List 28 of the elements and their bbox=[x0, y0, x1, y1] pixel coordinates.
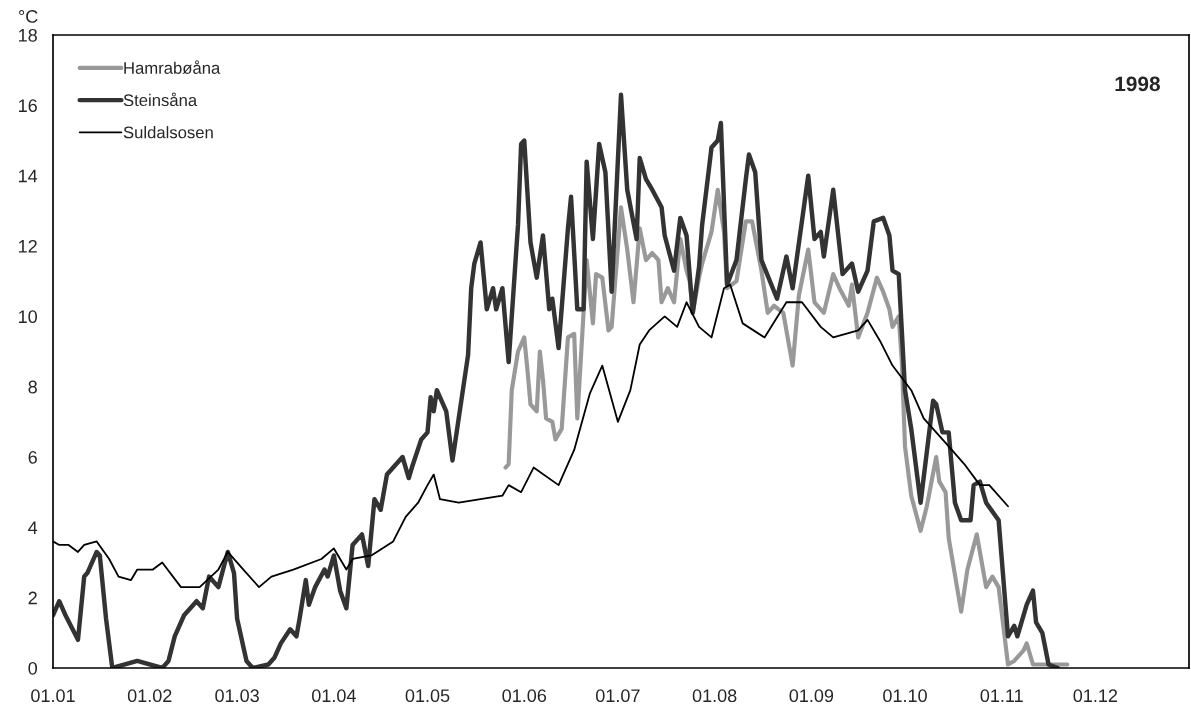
x-tick-label: 01.05 bbox=[405, 689, 450, 703]
x-tick-label: 01.06 bbox=[502, 689, 547, 703]
y-tick-label: 4 bbox=[28, 521, 38, 534]
y-tick-label: 0 bbox=[28, 661, 38, 675]
x-tick-label: 01.07 bbox=[596, 689, 640, 703]
y-tick-label: 10 bbox=[19, 310, 38, 324]
x-tick-label: 01.10 bbox=[883, 689, 927, 703]
annotation: 1998 bbox=[1115, 76, 1160, 92]
x-tick-label: 01.01 bbox=[31, 689, 75, 703]
x-tick-label: 01.08 bbox=[692, 689, 737, 703]
legend-label: Suldalsosen bbox=[123, 126, 213, 139]
x-tick-label: 01.12 bbox=[1073, 689, 1118, 703]
legend-label: Hamrabøåna bbox=[124, 60, 221, 75]
y-tick-label: 8 bbox=[28, 380, 37, 394]
y-tick-label: 2 bbox=[28, 591, 37, 605]
y-axis-title: °C bbox=[19, 10, 38, 23]
x-tick-label: 01.02 bbox=[127, 689, 172, 703]
y-tick-label: 16 bbox=[19, 99, 37, 113]
y-tick-label: 14 bbox=[19, 169, 38, 183]
line-series bbox=[503, 187, 1070, 667]
x-tick-label: 01.11 bbox=[980, 689, 1023, 703]
y-tick-label: 12 bbox=[19, 239, 37, 253]
legend-label: Steinsåna bbox=[123, 92, 198, 107]
x-tick-label: 01.09 bbox=[789, 689, 834, 703]
y-tick-label: 18 bbox=[19, 28, 37, 42]
x-tick-label: 01.04 bbox=[312, 689, 356, 703]
y-tick-label: 6 bbox=[28, 450, 37, 464]
x-tick-label: 01.03 bbox=[215, 689, 259, 703]
